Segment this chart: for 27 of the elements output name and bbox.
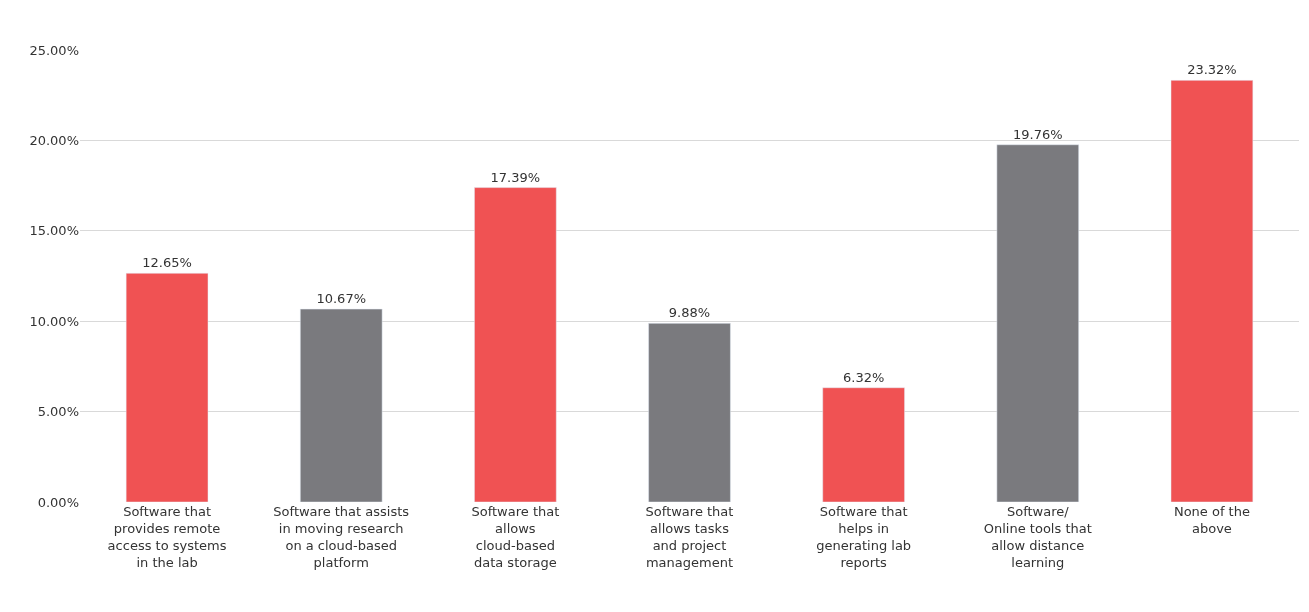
data-label: 10.67% bbox=[316, 291, 366, 307]
y-tick-label: 0.00% bbox=[37, 494, 79, 510]
data-label: 6.32% bbox=[842, 369, 885, 385]
data-label: 17.39% bbox=[490, 169, 541, 185]
data-label: 19.76% bbox=[1013, 126, 1063, 142]
x-tick-label: Software that provides remote access to systems in the lab bbox=[107, 504, 227, 570]
bar bbox=[300, 308, 383, 502]
bar bbox=[474, 187, 557, 502]
x-tick-label: Software that assists in moving research on a cloud-based platform bbox=[273, 504, 410, 570]
x-tick-label: Software that allows tasks and project management bbox=[645, 504, 734, 570]
bar bbox=[125, 273, 209, 502]
y-tick-label: 15.00% bbox=[29, 223, 79, 239]
bar bbox=[822, 387, 905, 502]
y-tick-label: 10.00% bbox=[29, 313, 79, 329]
bar bbox=[648, 323, 731, 502]
y-tick-label: 20.00% bbox=[29, 132, 79, 148]
bar bbox=[1170, 80, 1254, 502]
data-label: 23.32% bbox=[1187, 62, 1237, 78]
y-tick-label: 5.00% bbox=[37, 404, 79, 420]
x-tick-label: Software/ Online tools that allow distance learning bbox=[983, 504, 1092, 570]
data-label: 12.65% bbox=[142, 255, 192, 271]
bar bbox=[996, 144, 1079, 502]
x-tick-label: None of the above bbox=[1173, 504, 1250, 536]
x-tick-label: Software that helps in generating lab reports bbox=[816, 504, 912, 570]
x-tick-label: Software that allows cloud-based data storage bbox=[471, 504, 560, 570]
data-label: 9.88% bbox=[668, 305, 711, 321]
y-tick-label: 25.00% bbox=[29, 42, 79, 58]
